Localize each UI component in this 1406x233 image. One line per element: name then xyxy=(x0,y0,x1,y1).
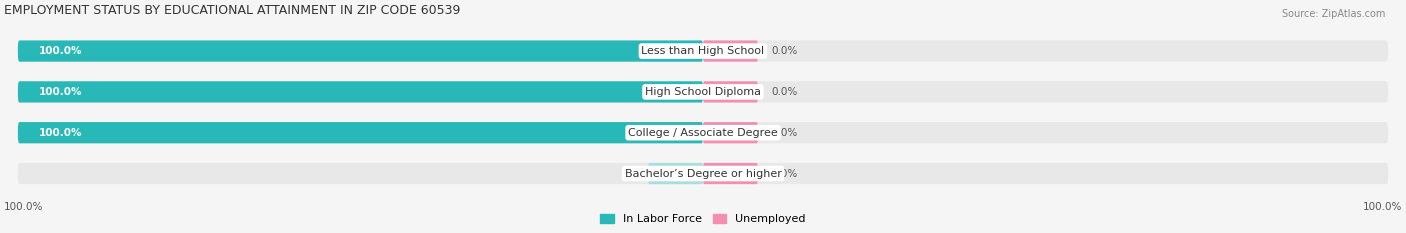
Text: EMPLOYMENT STATUS BY EDUCATIONAL ATTAINMENT IN ZIP CODE 60539: EMPLOYMENT STATUS BY EDUCATIONAL ATTAINM… xyxy=(4,4,461,17)
FancyBboxPatch shape xyxy=(703,81,758,103)
Text: High School Diploma: High School Diploma xyxy=(645,87,761,97)
Text: 0.0%: 0.0% xyxy=(772,168,797,178)
Text: Bachelor’s Degree or higher: Bachelor’s Degree or higher xyxy=(624,168,782,178)
FancyBboxPatch shape xyxy=(703,41,758,62)
FancyBboxPatch shape xyxy=(703,163,758,184)
Text: Source: ZipAtlas.com: Source: ZipAtlas.com xyxy=(1281,9,1385,19)
Text: 0.0%: 0.0% xyxy=(772,87,797,97)
Text: 100.0%: 100.0% xyxy=(1362,202,1402,212)
Legend: In Labor Force, Unemployed: In Labor Force, Unemployed xyxy=(596,209,810,229)
FancyBboxPatch shape xyxy=(648,163,703,184)
FancyBboxPatch shape xyxy=(18,122,703,143)
Text: 0.0%: 0.0% xyxy=(772,46,797,56)
FancyBboxPatch shape xyxy=(18,163,703,184)
FancyBboxPatch shape xyxy=(703,41,1388,62)
FancyBboxPatch shape xyxy=(18,81,703,103)
Text: 100.0%: 100.0% xyxy=(38,46,82,56)
Text: 0.0%: 0.0% xyxy=(657,168,682,178)
Text: 0.0%: 0.0% xyxy=(772,128,797,138)
Text: 100.0%: 100.0% xyxy=(38,128,82,138)
FancyBboxPatch shape xyxy=(703,81,1388,103)
FancyBboxPatch shape xyxy=(18,41,703,62)
Text: 100.0%: 100.0% xyxy=(4,202,44,212)
FancyBboxPatch shape xyxy=(18,81,703,103)
FancyBboxPatch shape xyxy=(18,41,703,62)
Text: College / Associate Degree: College / Associate Degree xyxy=(628,128,778,138)
FancyBboxPatch shape xyxy=(703,122,1388,143)
FancyBboxPatch shape xyxy=(18,122,703,143)
FancyBboxPatch shape xyxy=(703,163,1388,184)
FancyBboxPatch shape xyxy=(703,122,758,143)
Text: 100.0%: 100.0% xyxy=(38,87,82,97)
Text: Less than High School: Less than High School xyxy=(641,46,765,56)
